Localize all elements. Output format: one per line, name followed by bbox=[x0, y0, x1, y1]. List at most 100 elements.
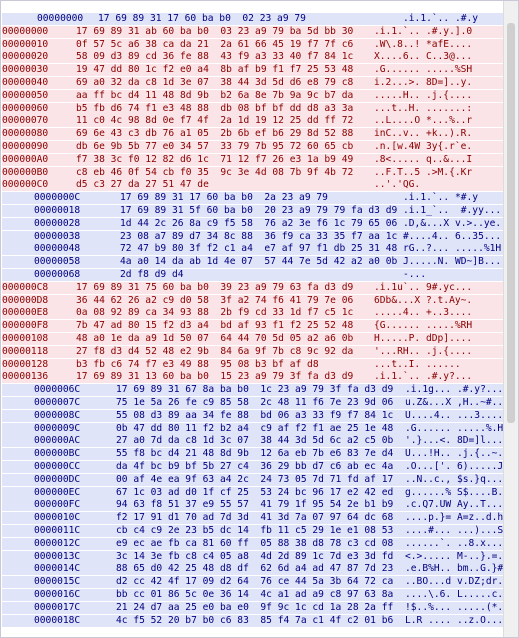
row-hex-bytes[interactable]: 69 6e 43 c3 db 76 a1 05 2b 6b ef b6 29 8… bbox=[76, 128, 354, 140]
hex-row[interactable]: 00000030 19 47 dd 80 1c f2 e0 a4 8b af b9… bbox=[2, 64, 505, 77]
row-hex-bytes[interactable]: 72 47 b9 80 3f f2 c1 a4 e7 af 97 f1 db 2… bbox=[120, 243, 398, 255]
hex-row[interactable]: 000000FC 94 63 f8 51 37 e9 55 57 41 79 1f… bbox=[2, 499, 509, 512]
hex-row[interactable]: 000000C8 17 69 89 31 75 60 ba b0 39 23 a9… bbox=[2, 281, 505, 294]
row-ascii[interactable]: i.2...>. 8D=]..y. bbox=[374, 77, 473, 88]
hex-row[interactable]: 0000016C bb cc 01 86 5c 0e 36 14 4c a1 ad… bbox=[2, 589, 505, 601]
hex-row[interactable]: 00000020 58 09 d3 89 cd 36 fe 88 43 f9 a3… bbox=[2, 51, 505, 64]
row-ascii[interactable]: J.....N. WD~]B... bbox=[403, 256, 502, 268]
hex-row[interactable]: 00000118 27 f8 d3 d4 52 48 e2 9b 84 6a 9f… bbox=[2, 345, 505, 358]
row-ascii[interactable]: .....4.. +..3.... bbox=[374, 307, 473, 319]
row-hex-bytes[interactable]: 7b 47 ad 80 15 f2 d3 a4 bd af 93 f1 f2 2… bbox=[76, 320, 354, 332]
hex-row[interactable]: 0000000C 17 69 89 31 17 60 ba b0 2a 23 a9… bbox=[2, 192, 505, 205]
row-hex-bytes[interactable]: d5 c3 27 da 27 51 47 de bbox=[76, 179, 209, 191]
row-hex-bytes[interactable]: 23 08 a7 89 d7 34 8c 88 36 f9 ca 33 35 f… bbox=[120, 230, 398, 242]
row-ascii[interactable]: .D,&...X v.>..ye. bbox=[403, 217, 502, 229]
row-ascii[interactable]: .e.B%H.. bm..G.}# bbox=[405, 563, 504, 575]
row-ascii[interactable]: .8<..... q..&...I bbox=[374, 153, 473, 165]
hex-row[interactable]: 000000BC 55 f8 bc d4 21 48 8d 9b 12 6a eb… bbox=[2, 448, 505, 461]
scrollbar-thumb[interactable] bbox=[507, 23, 515, 423]
row-ascii[interactable]: .....H.. .j.{.... bbox=[374, 89, 473, 101]
row-ascii[interactable]: .i.1.`.. .#.y?... bbox=[374, 371, 473, 383]
row-hex-bytes[interactable]: 55 f8 bc d4 21 48 8d 9b 12 6a eb 7b e6 8… bbox=[116, 448, 394, 460]
row-hex-bytes[interactable]: c8 eb 46 0f 54 cb f0 35 9c 3e 4d 08 7b 9… bbox=[76, 166, 354, 178]
row-hex-bytes[interactable]: 27 f8 d3 d4 52 48 e2 9b 84 6a 9f 7b c8 9… bbox=[76, 345, 354, 357]
hex-row[interactable]: 0000017C 21 24 d7 aa 25 e0 ba e0 9f 9c 1c… bbox=[2, 601, 505, 614]
row-ascii[interactable]: ..F.T..5 .>M.{.Kr bbox=[374, 166, 473, 178]
vertical-scrollbar[interactable] bbox=[503, 1, 518, 637]
row-hex-bytes[interactable]: 75 1e 5a 26 fe c9 85 58 2c 48 11 f6 7e 2… bbox=[116, 397, 394, 408]
row-ascii[interactable]: ..L....O *...%..r bbox=[374, 115, 473, 127]
row-ascii[interactable]: .O...['. 6).....J bbox=[405, 461, 504, 472]
hex-row[interactable]: 0000009C 0b 47 dd 80 11 f2 b2 a4 c9 af f2… bbox=[2, 422, 505, 435]
hex-row[interactable]: 00000058 4a a0 14 da ab 1d 4e 07 57 44 7e… bbox=[2, 256, 505, 269]
row-ascii[interactable]: '...RH.. .j.{.... bbox=[374, 345, 473, 357]
hex-row[interactable]: 00000000 17 69 89 31 ab 60 ba b0 03 23 a9… bbox=[2, 25, 505, 38]
row-ascii[interactable]: .i.1g... .#.y?... bbox=[405, 384, 504, 396]
row-hex-bytes[interactable]: 17 69 89 31 13 60 ba b0 15 23 a9 79 3f f… bbox=[76, 371, 354, 383]
row-hex-bytes[interactable]: 48 a0 1e da a9 1d 50 07 64 44 70 5d 05 a… bbox=[76, 333, 354, 344]
row-ascii[interactable]: 6Db&...X ?.t.Ay~. bbox=[374, 294, 473, 306]
row-ascii[interactable]: .i.1.`.. *#.y bbox=[403, 192, 479, 204]
row-ascii[interactable]: {G...... .....%RH bbox=[374, 320, 473, 332]
row-hex-bytes[interactable]: 27 a0 7d da c8 1d 3c 07 38 44 3d 5d 6c a… bbox=[116, 435, 394, 447]
hex-row[interactable]: 0000018C 4c f5 52 20 b7 b0 c6 83 85 f4 7a… bbox=[2, 614, 505, 627]
row-ascii[interactable]: X....6.. C..3@... bbox=[374, 51, 473, 63]
row-ascii[interactable]: ..BO...d v.DZ;dr. bbox=[405, 576, 504, 588]
row-hex-bytes[interactable]: b5 fb d6 74 f1 e3 48 88 db 08 bf bf dd d… bbox=[76, 102, 354, 114]
hex-row[interactable]: 00000040 69 a0 32 da c8 1d 3e 07 38 44 3d… bbox=[2, 77, 505, 89]
row-hex-bytes[interactable]: 36 44 62 26 a2 c9 d0 58 3f a2 74 f6 41 7… bbox=[76, 294, 354, 306]
hex-row[interactable]: 00000050 aa ff bc d4 11 48 8d 9b b2 6a 8e… bbox=[2, 89, 505, 102]
row-hex-bytes[interactable]: 17 69 89 31 67 8a ba b0 1c 23 a9 79 3f f… bbox=[116, 384, 394, 396]
hex-row[interactable]: 0000008C 55 08 d3 89 aa 34 fe 88 bd 06 a3… bbox=[2, 409, 505, 422]
hex-row[interactable]: 0000012C e9 ec ae fb ca 81 60 ff 05 88 38… bbox=[2, 537, 505, 550]
hex-row[interactable]: 000000D8 36 44 62 26 a2 c9 d0 58 3f a2 74… bbox=[2, 294, 505, 307]
hex-row[interactable]: 0000013C 3c 14 3e fb c8 c4 05 a8 4d 2d 89… bbox=[2, 550, 505, 563]
row-ascii[interactable]: '.}...<. 8D=]l... bbox=[405, 435, 504, 447]
row-hex-bytes[interactable]: da 4f bc b9 bf 5b 27 c4 36 29 bb d7 c6 a… bbox=[116, 461, 394, 472]
row-ascii[interactable]: ....p.}= A=z..d.h bbox=[405, 512, 504, 524]
row-hex-bytes[interactable]: b3 fb c6 74 f7 e3 49 88 95 08 b3 bf af d… bbox=[76, 358, 319, 370]
hex-row[interactable]: 000000E8 0a 08 92 89 ca 34 93 88 2b f9 cd… bbox=[2, 307, 505, 320]
row-ascii[interactable]: U....4.. ...3.... bbox=[405, 409, 504, 421]
row-ascii[interactable]: <.>..... M-..}.=. bbox=[405, 550, 504, 562]
row-ascii[interactable]: ....\.6. L.....c. bbox=[405, 589, 504, 600]
hex-row[interactable]: 00000048 72 47 b9 80 3f f2 c1 a4 e7 af 97… bbox=[2, 243, 505, 256]
hex-row[interactable]: 00000060 b5 fb d6 74 f1 e3 48 88 db 08 bf… bbox=[2, 102, 505, 115]
row-hex-bytes[interactable]: 3c 14 3e fb c8 c4 05 a8 4d 2d 89 1c 7d e… bbox=[116, 550, 394, 562]
row-hex-bytes[interactable]: 69 a0 32 da c8 1d 3e 07 38 44 3d 5d d6 e… bbox=[76, 77, 354, 88]
row-hex-bytes[interactable]: e9 ec ae fb ca 81 60 ff 05 88 38 d8 78 c… bbox=[116, 537, 394, 549]
row-hex-bytes[interactable]: 4a a0 14 da ab 1d 4e 07 57 44 7e 5d 42 a… bbox=[120, 256, 398, 268]
row-ascii[interactable]: .i.1.`.. .#.y.].0 bbox=[374, 25, 473, 37]
row-hex-bytes[interactable]: d2 cc 42 4f 17 09 d2 64 76 ce 44 5a 3b 6… bbox=[116, 576, 394, 588]
row-hex-bytes[interactable]: aa ff bc d4 11 48 8d 9b b2 6a 8e 7b 9a 9… bbox=[76, 89, 354, 101]
hex-row[interactable]: 00000136 17 69 89 31 13 60 ba b0 15 23 a9… bbox=[2, 371, 505, 384]
row-ascii[interactable]: .n.[w.4W 3y{.r`e. bbox=[374, 141, 473, 152]
hex-row[interactable]: 00000108 48 a0 1e da a9 1d 50 07 64 44 70… bbox=[2, 333, 505, 345]
row-hex-bytes[interactable]: 17 69 89 31 17 60 ba b0 02 23 a9 79 bbox=[98, 13, 306, 24]
row-ascii[interactable]: #....4.. 6..35... bbox=[403, 230, 502, 242]
row-ascii[interactable]: ....#... ...)...S bbox=[405, 525, 504, 536]
row-ascii[interactable]: .i.1u`.. 9#.yc... bbox=[374, 281, 473, 293]
hex-row[interactable]: 000000B0 c8 eb 46 0f 54 cb f0 35 9c 3e 4d… bbox=[2, 166, 505, 179]
row-hex-bytes[interactable]: 88 65 d0 42 25 48 d8 df 62 6d a4 ad 47 8… bbox=[116, 563, 394, 575]
row-hex-bytes[interactable]: 4c f5 52 20 b7 b0 c6 83 85 f4 7a c1 4f c… bbox=[116, 614, 394, 626]
row-hex-bytes[interactable]: 11 c0 4c 98 8d 0e f7 4f 2a 1d 19 12 25 d… bbox=[76, 115, 354, 127]
row-hex-bytes[interactable]: 67 1c 03 ad d0 1f cf 25 53 24 bc 96 17 e… bbox=[116, 486, 394, 498]
hex-row[interactable]: 0000010C f2 17 91 d1 70 ad 7d 3d 41 3d 7a… bbox=[2, 512, 505, 525]
hex-row[interactable]: 00000010 0f 57 5c a6 38 ca da 21 2a 61 66… bbox=[2, 38, 505, 51]
hex-row[interactable]: 00000080 69 6e 43 c3 db 76 a1 05 2b 6b ef… bbox=[2, 128, 505, 141]
row-ascii[interactable]: ...t..I. ...... bbox=[374, 358, 461, 370]
hex-row[interactable]: 000000CC da 4f bc b9 bf 5b 27 c4 36 29 bb… bbox=[2, 461, 505, 473]
row-hex-bytes[interactable]: db 6e 9b 5b 77 e0 34 57 33 79 7b 95 72 6… bbox=[76, 141, 354, 152]
row-ascii[interactable]: .G...... .....%.H bbox=[405, 422, 504, 434]
hex-row[interactable]: 0000015C d2 cc 42 4f 17 09 d2 64 76 ce 44… bbox=[2, 576, 505, 589]
hex-row[interactable]: 0000011C cb c4 c9 2e 23 b5 dc 14 fb 11 c5… bbox=[2, 525, 505, 537]
row-hex-bytes[interactable]: 58 09 d3 89 cd 36 fe 88 43 f9 a3 33 40 f… bbox=[76, 51, 354, 63]
row-hex-bytes[interactable]: 00 af 4e ea 9f 63 a4 2c 24 73 05 7d 71 f… bbox=[116, 473, 394, 485]
row-hex-bytes[interactable]: 0a 08 92 89 ca 34 93 88 2b f9 cd 33 1d f… bbox=[76, 307, 354, 319]
row-hex-bytes[interactable]: 17 69 89 31 17 60 ba b0 2a 23 a9 79 bbox=[120, 192, 328, 204]
row-ascii[interactable]: U...!H.. .j.{..~. bbox=[405, 448, 504, 460]
row-ascii[interactable]: .G...... .....%SH bbox=[374, 64, 473, 76]
row-hex-bytes[interactable]: cb c4 c9 2e 23 b5 dc 14 fb 11 c5 29 1e e… bbox=[116, 525, 394, 536]
